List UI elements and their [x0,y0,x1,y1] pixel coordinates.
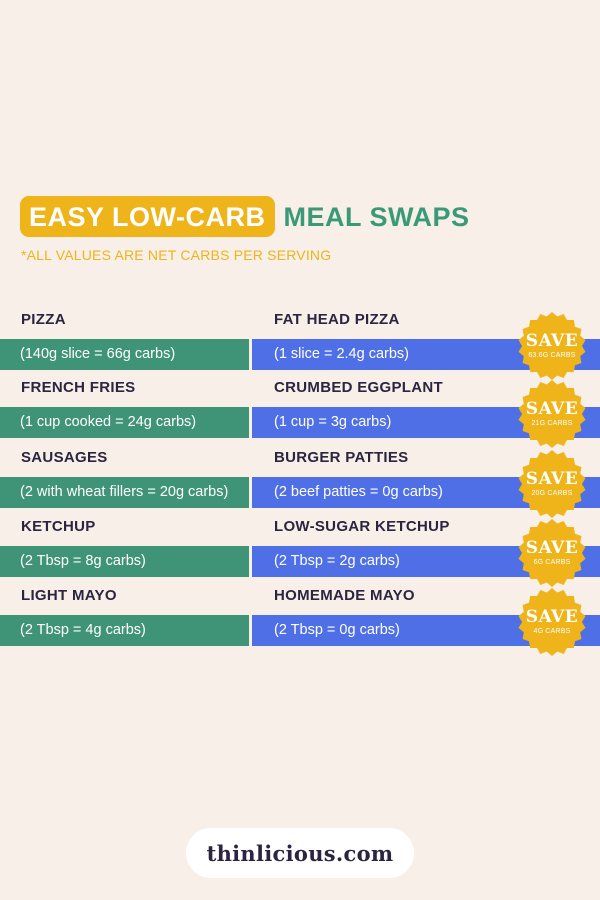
title: EASY LOW-CARB MEAL SWAPS [20,196,470,237]
original-carb-detail: (2 Tbsp = 8g carbs) [0,546,249,577]
title-highlight: EASY LOW-CARB [20,196,276,237]
original-carb-detail: (1 cup cooked = 24g carbs) [0,407,249,438]
badge-amount: 63.6G CARBS [528,351,576,359]
subtitle: *ALL VALUES ARE NET CARBS PER SERVING [21,247,332,263]
seal-icon [518,450,586,518]
badge-amount: 21G CARBS [531,419,573,427]
savings-badge: SAVE 6G CARBS [518,519,586,587]
swap-food-name: FAT HEAD PIZZA [274,311,400,328]
swap-row: KETCHUP LOW-SUGAR KETCHUP (2 Tbsp = 8g c… [0,517,600,597]
badge-label: SAVE [525,330,579,351]
original-carb-detail: (2 with wheat fillers = 20g carbs) [0,477,249,508]
original-carb-detail: (2 Tbsp = 4g carbs) [0,615,249,646]
swap-food-name: LOW-SUGAR KETCHUP [274,518,450,535]
badge-amount: 4G CARBS [533,627,571,635]
swap-food-name: HOMEMADE MAYO [274,587,415,604]
original-food-name: LIGHT MAYO [21,587,117,604]
badge-amount: 6G CARBS [533,558,571,566]
swap-food-name: BURGER PATTIES [274,449,409,466]
original-food-name: PIZZA [21,311,66,328]
badge-label: SAVE [525,468,579,489]
savings-badge: SAVE 63.6G CARBS [518,312,586,380]
badge-label: SAVE [525,398,579,419]
seal-icon [518,519,586,587]
original-food-name: SAUSAGES [21,449,108,466]
badge-label: SAVE [525,606,579,627]
original-carb-detail: (140g slice = 66g carbs) [0,339,249,370]
seal-icon [518,588,586,656]
original-food-name: FRENCH FRIES [21,379,136,396]
logo-badge: thinlicious.com [186,828,414,878]
swap-row: LIGHT MAYO HOMEMADE MAYO (2 Tbsp = 4g ca… [0,586,600,666]
logo: thinlicious.com [206,840,394,866]
savings-badge: SAVE 4G CARBS [518,588,586,656]
swap-food-name: CRUMBED EGGPLANT [274,379,443,396]
seal-icon [518,312,586,380]
badge-label: SAVE [525,537,579,558]
savings-badge: SAVE 21G CARBS [518,380,586,448]
swap-row: SAUSAGES BURGER PATTIES (2 with wheat fi… [0,448,600,528]
swap-row: FRENCH FRIES CRUMBED EGGPLANT (1 cup coo… [0,378,600,458]
original-food-name: KETCHUP [21,518,96,535]
seal-icon [518,380,586,448]
badge-amount: 20G CARBS [531,489,573,497]
title-rest: MEAL SWAPS [283,201,470,232]
savings-badge: SAVE 20G CARBS [518,450,586,518]
swap-row: PIZZA FAT HEAD PIZZA (140g slice = 66g c… [0,310,600,390]
